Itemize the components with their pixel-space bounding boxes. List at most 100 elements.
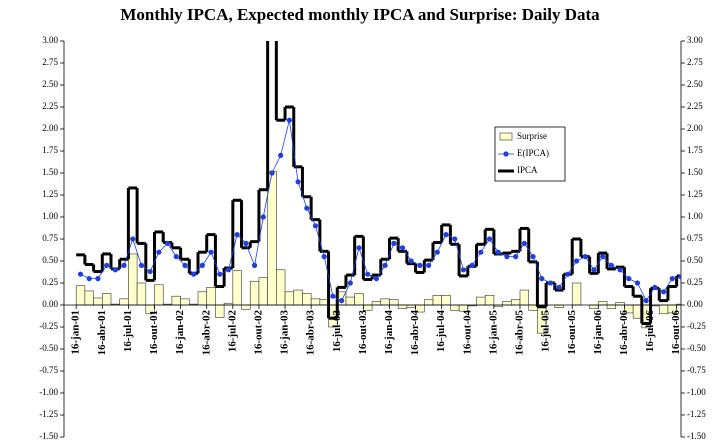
expected-dot bbox=[95, 276, 101, 282]
x-tick-label: 16-out-01 bbox=[148, 310, 160, 355]
expected-dot bbox=[130, 236, 136, 242]
expected-dot bbox=[608, 262, 614, 268]
y2-tick-label: 0.75 bbox=[687, 233, 703, 243]
surprise-bar bbox=[93, 297, 103, 306]
y-tick-label: 2.75 bbox=[42, 57, 58, 67]
y2-tick-label: 0.50 bbox=[687, 255, 703, 265]
surprise-bar bbox=[136, 282, 147, 306]
surprise-bar bbox=[171, 295, 181, 306]
surprise-bar bbox=[511, 299, 521, 306]
legend-swatch bbox=[499, 132, 513, 141]
surprise-bar bbox=[371, 301, 382, 306]
expected-dot bbox=[208, 249, 214, 255]
legend-label: Surprise bbox=[517, 131, 547, 141]
surprise-bar bbox=[276, 269, 286, 306]
x-tick-label: 16-abr-02 bbox=[200, 310, 212, 356]
expected-dot bbox=[138, 262, 145, 268]
surprise-bar bbox=[423, 299, 434, 306]
x-tick-label: 16-jan-05 bbox=[487, 310, 499, 355]
expected-dot bbox=[434, 249, 440, 255]
expected-dot bbox=[225, 267, 232, 273]
surprise-bar bbox=[658, 304, 669, 315]
surprise-bar bbox=[293, 289, 303, 306]
surprise-bar bbox=[197, 291, 208, 306]
y2-tick-label: 1.00 bbox=[687, 211, 703, 221]
plot-area bbox=[75, 41, 681, 334]
surprise-bar bbox=[84, 290, 94, 306]
x-tick-label: 16-jul-05 bbox=[540, 310, 552, 353]
y-tick-label: 2.00 bbox=[42, 123, 58, 133]
y2-tick-label: 1.75 bbox=[687, 145, 703, 155]
surprise-bar bbox=[232, 270, 242, 306]
legend-swatch bbox=[503, 151, 509, 157]
expected-dot bbox=[86, 276, 92, 282]
legend-label: E(IPCA) bbox=[517, 148, 549, 158]
expected-dot bbox=[121, 262, 127, 268]
surprise-bar bbox=[354, 293, 364, 306]
expected-dot bbox=[243, 240, 249, 246]
surprise-bar bbox=[476, 296, 486, 306]
surprise-bar bbox=[284, 291, 295, 306]
y-tick-label: 0.00 bbox=[42, 299, 58, 309]
expected-dot bbox=[391, 240, 397, 246]
expected-dot bbox=[408, 258, 414, 264]
y2-tick-label: 2.75 bbox=[687, 57, 703, 67]
expected-dot bbox=[678, 274, 681, 280]
expected-dot bbox=[104, 262, 110, 268]
x-tick-label: 16-out-04 bbox=[461, 310, 473, 355]
expected-dot bbox=[295, 179, 301, 185]
y-tick-label: -0.75 bbox=[39, 365, 58, 375]
expected-dot bbox=[521, 240, 527, 246]
expected-dot bbox=[626, 276, 632, 282]
surprise-bar bbox=[180, 298, 190, 306]
surprise-bar bbox=[310, 298, 321, 306]
expected-dot bbox=[217, 271, 223, 277]
expected-dot bbox=[486, 236, 493, 242]
expected-dot bbox=[469, 262, 475, 268]
surprise-bar bbox=[502, 301, 512, 306]
expected-dot bbox=[278, 152, 284, 158]
expected-dot bbox=[173, 254, 179, 260]
expected-dot bbox=[591, 267, 597, 273]
y2-tick-label: -1.25 bbox=[687, 409, 706, 419]
expected-dot bbox=[365, 271, 371, 277]
expected-dot bbox=[443, 232, 449, 238]
surprise-bar bbox=[206, 287, 216, 306]
expected-dot bbox=[199, 262, 205, 268]
expected-dot bbox=[426, 262, 432, 268]
y-tick-label: 2.25 bbox=[42, 101, 58, 111]
y2-tick-label: 2.25 bbox=[687, 101, 703, 111]
y2-tick-label: -0.25 bbox=[687, 321, 706, 331]
expected-dot bbox=[504, 254, 510, 260]
y2-tick-label: -1.00 bbox=[687, 387, 706, 397]
expected-dot bbox=[286, 117, 292, 123]
expected-dot bbox=[330, 293, 336, 299]
ipca-step-riser bbox=[83, 41, 679, 324]
y2-tick-label: 2.50 bbox=[687, 79, 703, 89]
x-tick-label: 16-abr-01 bbox=[96, 310, 108, 355]
expected-dot bbox=[182, 262, 188, 268]
surprise-bar bbox=[441, 295, 451, 306]
y-tick-label: -1.00 bbox=[39, 387, 58, 397]
surprise-bar bbox=[101, 293, 112, 306]
expected-dot bbox=[617, 267, 623, 273]
x-tick-label: 16-out-02 bbox=[252, 310, 264, 355]
expected-dot bbox=[147, 268, 153, 275]
expected-dot bbox=[582, 254, 588, 260]
y2-tick-label: -0.75 bbox=[687, 365, 706, 375]
y2-tick-label: 1.50 bbox=[687, 167, 703, 177]
expected-dot bbox=[339, 298, 345, 304]
y2-tick-label: 0.25 bbox=[687, 277, 703, 287]
y2-tick-label: -1.50 bbox=[687, 431, 706, 441]
surprise-bar bbox=[258, 277, 268, 306]
surprise-bar bbox=[215, 304, 225, 318]
x-tick-label: 16-abr-04 bbox=[409, 310, 421, 356]
y-tick-label: 0.25 bbox=[42, 277, 58, 287]
x-tick-label: 16-abr-06 bbox=[618, 310, 630, 356]
expected-dot bbox=[234, 232, 240, 238]
y-tick-label: 1.00 bbox=[42, 211, 58, 221]
chart-title: Monthly IPCA, Expected monthly IPCA and … bbox=[100, 4, 620, 25]
expected-dot bbox=[164, 240, 171, 246]
expected-dot bbox=[547, 280, 554, 286]
surprise-bar bbox=[345, 296, 355, 306]
